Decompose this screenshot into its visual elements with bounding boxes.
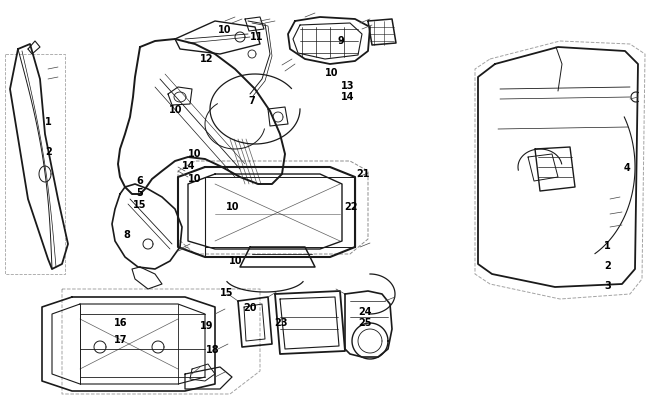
Text: 13: 13 xyxy=(341,81,354,91)
Text: 3: 3 xyxy=(604,281,611,290)
Text: 15: 15 xyxy=(220,288,233,297)
Text: 7: 7 xyxy=(249,96,255,105)
Text: 10: 10 xyxy=(325,68,338,78)
Text: 23: 23 xyxy=(274,317,287,327)
Text: 11: 11 xyxy=(250,32,263,41)
Text: 14: 14 xyxy=(341,92,354,101)
Text: 5: 5 xyxy=(136,188,143,197)
Text: 10: 10 xyxy=(226,202,239,211)
Text: 20: 20 xyxy=(243,302,256,312)
Text: 24: 24 xyxy=(359,306,372,316)
Text: 17: 17 xyxy=(114,335,127,344)
Text: 4: 4 xyxy=(624,163,630,173)
Text: 9: 9 xyxy=(338,36,344,45)
Text: 16: 16 xyxy=(114,317,127,327)
Text: 14: 14 xyxy=(182,161,195,171)
Text: 1: 1 xyxy=(46,117,52,126)
Text: 25: 25 xyxy=(359,317,372,327)
Text: 10: 10 xyxy=(218,26,231,35)
Text: 10: 10 xyxy=(188,173,202,183)
Text: 12: 12 xyxy=(200,54,213,64)
Text: 8: 8 xyxy=(124,230,130,240)
Text: 6: 6 xyxy=(136,175,143,185)
Text: 1: 1 xyxy=(604,240,611,250)
Text: 21: 21 xyxy=(356,168,369,178)
Text: 10: 10 xyxy=(188,149,202,159)
Text: 22: 22 xyxy=(344,202,358,211)
Text: 2: 2 xyxy=(604,260,611,270)
Text: 15: 15 xyxy=(133,200,146,209)
Text: 18: 18 xyxy=(207,344,220,354)
Text: 19: 19 xyxy=(200,320,213,330)
Text: 10: 10 xyxy=(169,105,182,115)
Text: 2: 2 xyxy=(46,147,52,157)
Text: 10: 10 xyxy=(229,255,242,265)
